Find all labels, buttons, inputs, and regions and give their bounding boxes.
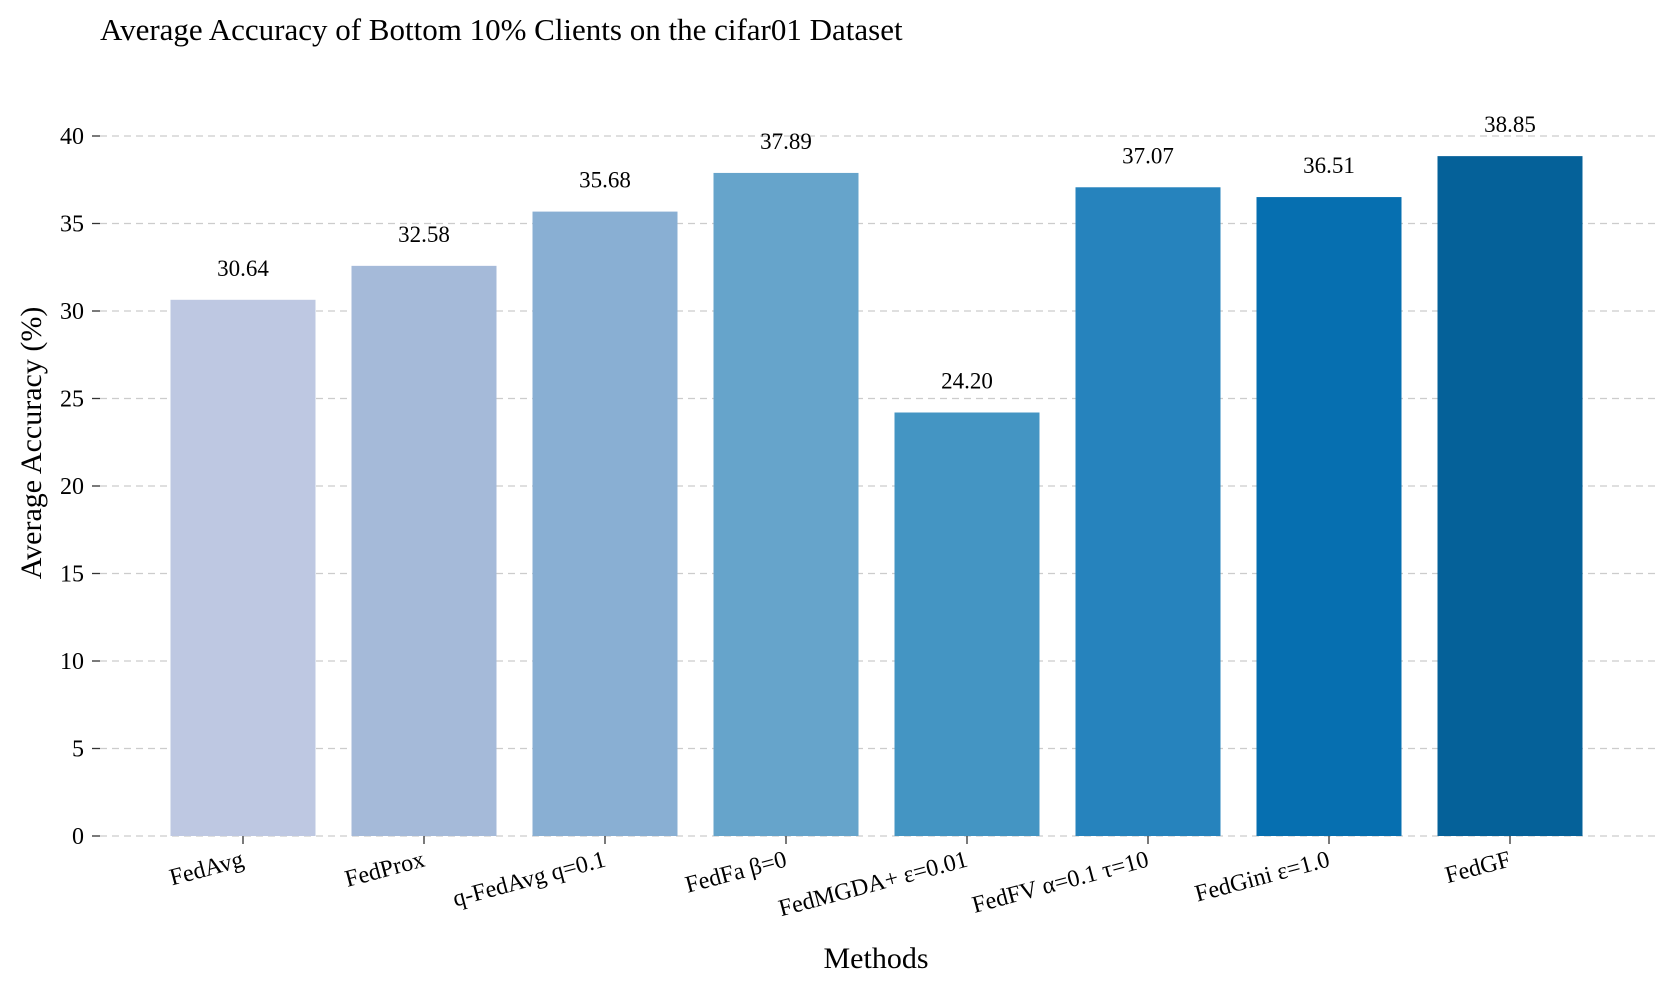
x-tick-label: FedFV α=0.1 τ=10: [969, 847, 1151, 919]
bar-value-label: 30.64: [217, 256, 269, 281]
bar: [1256, 197, 1402, 836]
bar: [532, 211, 678, 837]
bar: [894, 412, 1040, 836]
y-tick-label: 0: [72, 824, 84, 850]
bar-value-label: 37.89: [760, 129, 812, 154]
bar-value-label: 36.51: [1303, 153, 1355, 178]
x-tick-label: FedGF: [1442, 847, 1513, 889]
bar-value-label: 35.68: [579, 168, 631, 193]
y-tick-label: 25: [60, 387, 84, 413]
bar-value-label: 37.07: [1122, 143, 1174, 168]
bar: [1075, 187, 1221, 836]
y-tick-label: 40: [60, 124, 84, 150]
x-tick-label: FedProx: [342, 847, 427, 893]
chart-title: Average Accuracy of Bottom 10% Clients o…: [100, 12, 903, 47]
bar: [351, 265, 497, 837]
grid-lines: [100, 135, 1655, 837]
bars: 30.64 32.58 35.68 37.89 24.20 37.07 36.51 38.85: [170, 112, 1583, 837]
x-tick-label: FedMGDA+ ε=0.01: [776, 847, 971, 922]
bar: [1437, 156, 1583, 836]
y-tick-label: 20: [60, 474, 84, 500]
bar: [170, 299, 316, 836]
y-tick-label: 10: [60, 649, 84, 675]
x-tick-label: FedAvg: [167, 847, 247, 892]
x-tick-label: q-FedAvg q=0.1: [450, 847, 608, 913]
x-axis: FedAvg FedProx q-FedAvg q=0.1 FedFa β=0FedM…: [167, 836, 1514, 922]
y-tick-label: 5: [72, 737, 84, 763]
bar-value-label: 38.85: [1484, 112, 1536, 137]
bar-value-label: 32.58: [398, 222, 450, 247]
y-tick-label: 15: [60, 562, 84, 588]
y-tick-label: 30: [60, 299, 84, 325]
y-tick-label: 35: [60, 212, 84, 238]
x-axis-label: Methods: [824, 942, 929, 975]
y-axis: 0 5 10 15 20 25 30 35 40: [60, 124, 100, 850]
x-tick-label: FedFa β=0: [683, 847, 790, 899]
y-axis-label: Average Accuracy (%): [15, 307, 48, 580]
x-tick-label: FedGini ε=1.0: [1192, 847, 1332, 908]
bar: [713, 172, 859, 837]
bar-value-label: 24.20: [941, 369, 993, 394]
